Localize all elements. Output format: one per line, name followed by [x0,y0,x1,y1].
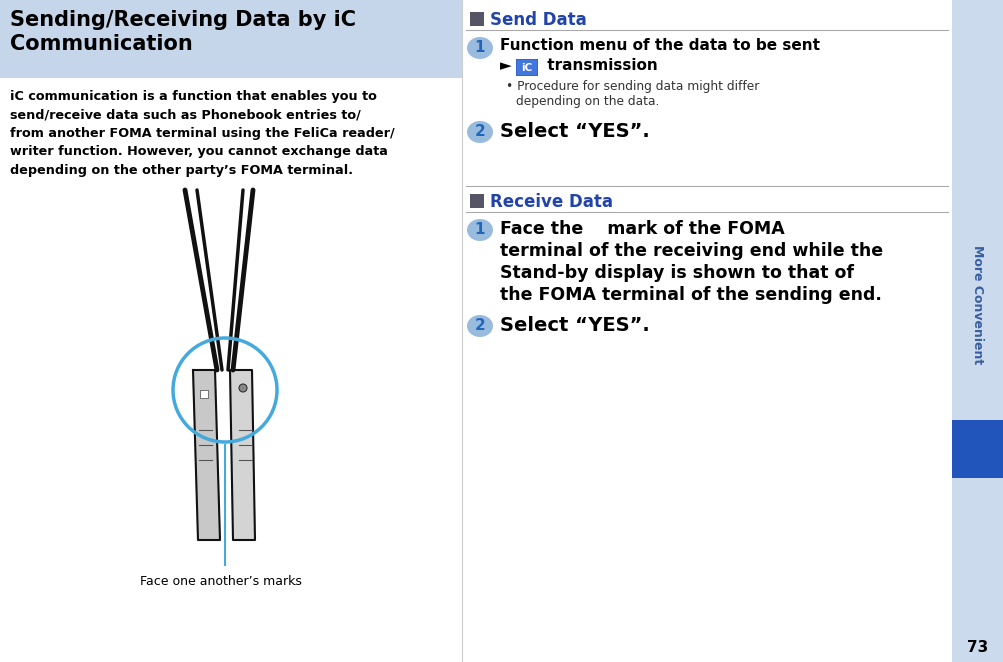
Text: 1: 1 [474,40,484,56]
Ellipse shape [466,315,492,337]
Circle shape [239,384,247,392]
Text: Face the    mark of the FOMA: Face the mark of the FOMA [499,220,784,238]
Text: Receive Data: Receive Data [489,193,613,211]
Text: Stand-by display is shown to that of: Stand-by display is shown to that of [499,264,854,282]
Text: Select “YES”.: Select “YES”. [499,122,649,141]
Text: Select “YES”.: Select “YES”. [499,316,649,335]
Text: 1: 1 [474,222,484,238]
Text: Sending/Receiving Data by iC
Communication: Sending/Receiving Data by iC Communicati… [10,10,356,54]
Ellipse shape [466,121,492,143]
Text: 2: 2 [474,124,484,140]
FancyBboxPatch shape [516,59,538,76]
Bar [0,78,461,662]
Text: transmission: transmission [542,58,657,73]
Text: Send Data: Send Data [489,11,586,29]
Polygon shape [193,370,220,540]
Text: iC communication is a function that enables you to
send/receive data such as Pho: iC communication is a function that enab… [10,90,394,177]
Text: ►: ► [499,58,512,73]
Text: terminal of the receiving end while the: terminal of the receiving end while the [499,242,883,260]
Bar [469,194,483,208]
Text: .: . [293,575,297,588]
Bar [469,12,483,26]
Ellipse shape [466,219,492,241]
Text: the FOMA terminal of the sending end.: the FOMA terminal of the sending end. [499,286,881,304]
Polygon shape [230,370,255,540]
Bar [200,390,208,398]
Text: More Convenient: More Convenient [971,246,984,365]
Text: Face one another’s marks: Face one another’s marks [139,575,302,588]
Text: • Procedure for sending data might differ: • Procedure for sending data might diffe… [506,80,758,93]
Text: 2: 2 [474,318,484,334]
Bar [951,0,1003,662]
Text: iC: iC [521,63,533,73]
Text: 73: 73 [967,639,988,655]
Ellipse shape [466,37,492,59]
Text: depending on the data.: depending on the data. [516,95,659,108]
Text: Function menu of the data to be sent: Function menu of the data to be sent [499,38,819,53]
Bar [951,420,1003,478]
Bar [0,0,461,78]
FancyBboxPatch shape [517,60,537,75]
